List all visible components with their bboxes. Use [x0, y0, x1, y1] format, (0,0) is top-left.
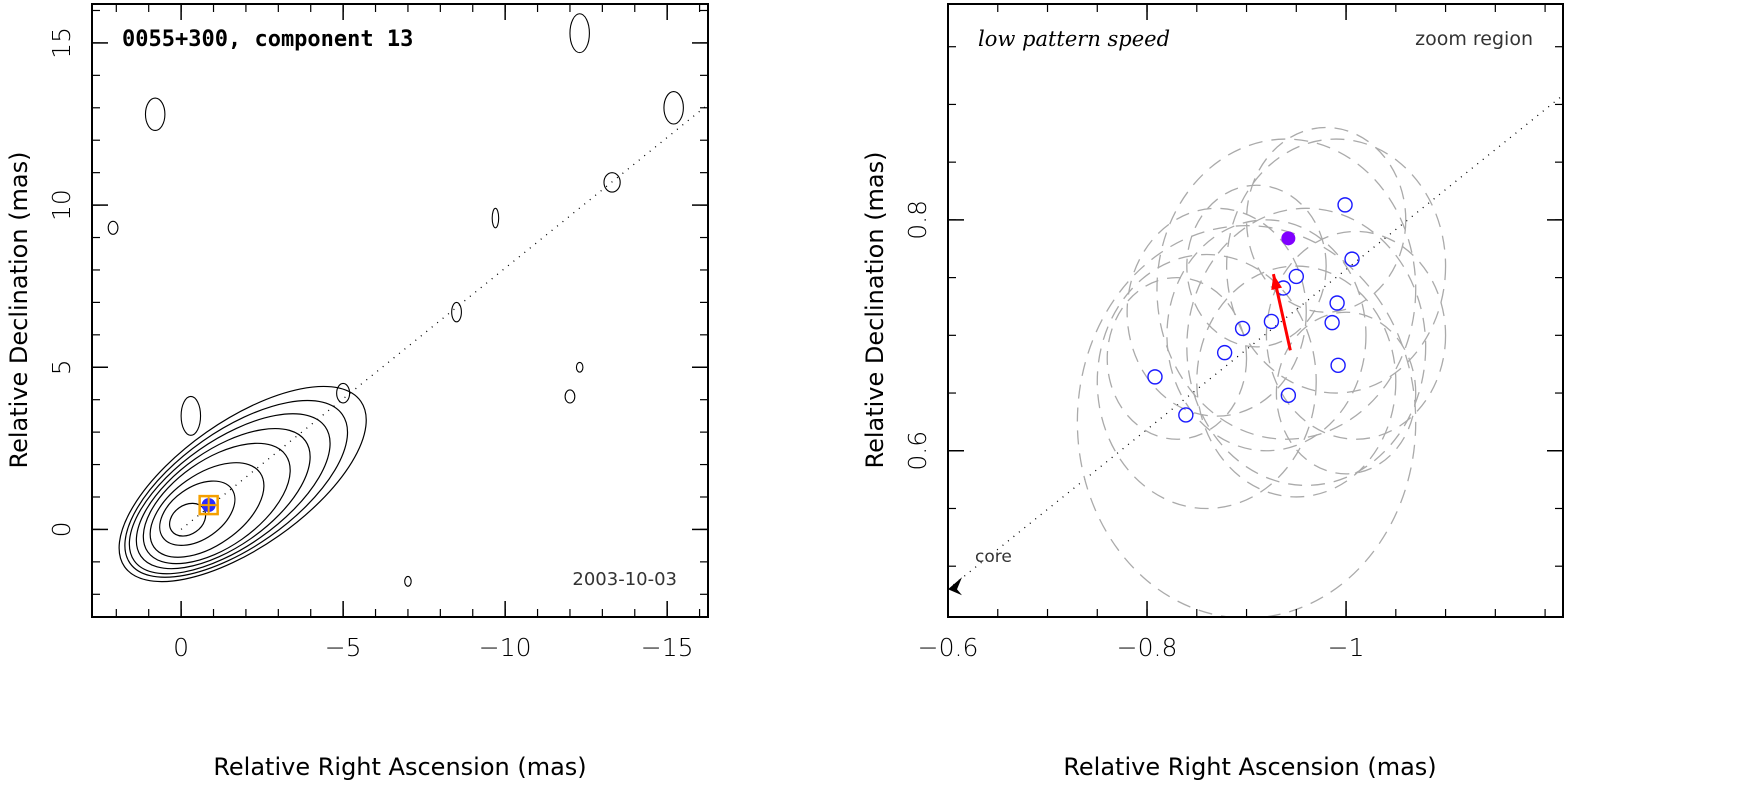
data-point	[1288, 268, 1305, 285]
error-circle	[1186, 207, 1427, 487]
noise-contour	[180, 395, 202, 436]
left-ylabel: Relative Declination (mas)	[5, 151, 33, 468]
contour-level	[142, 442, 291, 565]
right-title: low pattern speed	[978, 27, 1170, 51]
y-tick-label: 0.8	[903, 200, 932, 240]
noise-contour	[107, 220, 119, 235]
contour-level	[159, 480, 236, 546]
left-date: 2003-10-03	[572, 569, 677, 590]
error-circle	[1126, 207, 1307, 417]
core-label: core	[975, 547, 1012, 567]
error-circle	[1275, 311, 1417, 475]
core-arrow-icon	[948, 577, 962, 596]
right-ylabel: Relative Declination (mas)	[861, 151, 889, 468]
noise-contour	[451, 301, 462, 323]
x-tick-label: −0.8	[1117, 633, 1178, 662]
x-tick-label: −15	[641, 633, 694, 662]
x-tick-label: −1	[1328, 633, 1365, 662]
data-point	[1178, 407, 1194, 423]
right-annotation: zoom region	[1415, 28, 1533, 50]
plot-area	[948, 94, 1563, 617]
data-point	[1263, 313, 1280, 330]
data-point	[1324, 314, 1340, 331]
contour-level	[124, 399, 349, 578]
jet-axis-line	[180, 104, 708, 530]
error-circle	[1076, 225, 1417, 617]
y-tick-label: 15	[47, 27, 76, 59]
error-circle	[1225, 138, 1447, 394]
data-point	[1344, 251, 1360, 267]
component-cross	[199, 496, 218, 515]
noise-contour	[575, 361, 584, 373]
data-point	[1330, 357, 1346, 374]
y-tick-label: 5	[47, 359, 76, 375]
noise-contour	[491, 207, 500, 229]
error-circle	[1106, 276, 1248, 440]
error-circle	[1186, 184, 1327, 348]
plot-frame	[91, 3, 709, 618]
y-tick-label: 0.6	[903, 431, 932, 471]
plot-area	[107, 13, 708, 587]
error-circle	[1166, 219, 1367, 452]
x-tick-label: −0.6	[918, 633, 979, 662]
mean-position-point	[1281, 231, 1296, 246]
x-tick-label: 0	[173, 633, 189, 662]
error-circle	[1265, 230, 1447, 440]
error-circle	[1196, 265, 1397, 498]
noise-contour	[564, 389, 576, 404]
left-title: 0055+300, component 13	[122, 27, 413, 52]
data-point	[1216, 344, 1233, 361]
noise-contour	[569, 13, 590, 54]
x-tick-label: −10	[479, 633, 532, 662]
plot-frame	[947, 3, 1564, 618]
error-circle	[1245, 126, 1407, 313]
data-point	[1280, 387, 1297, 404]
noise-contour	[336, 382, 351, 404]
contour-level	[128, 413, 331, 575]
data-point	[1234, 320, 1251, 337]
noise-contour	[404, 575, 412, 587]
noise-contour	[144, 97, 166, 132]
right-xlabel: Relative Right Ascension (mas)	[1063, 753, 1436, 781]
y-tick-label: 10	[47, 189, 76, 221]
jet-axis-line	[948, 94, 1563, 590]
left-xlabel: Relative Right Ascension (mas)	[213, 753, 586, 781]
y-tick-label: 0	[47, 521, 76, 537]
noise-contour	[663, 91, 684, 125]
data-point	[1337, 197, 1353, 213]
error-circle	[1156, 138, 1417, 440]
left-panel-contour-map: 0 −5 −10 −15 0 5 10 15	[47, 3, 709, 662]
contour-level	[118, 385, 367, 583]
x-tick-label: −5	[325, 633, 362, 662]
velocity-arrowhead	[1271, 274, 1283, 290]
data-point	[1147, 369, 1163, 385]
contour-level	[135, 427, 311, 570]
error-circle	[1096, 253, 1317, 510]
contour-level	[149, 462, 265, 558]
data-point	[1329, 295, 1345, 311]
noise-contour	[603, 172, 621, 193]
right-panel-zoom-region: −0.6 −0.8 −1 0.6 0.8	[903, 3, 1564, 662]
